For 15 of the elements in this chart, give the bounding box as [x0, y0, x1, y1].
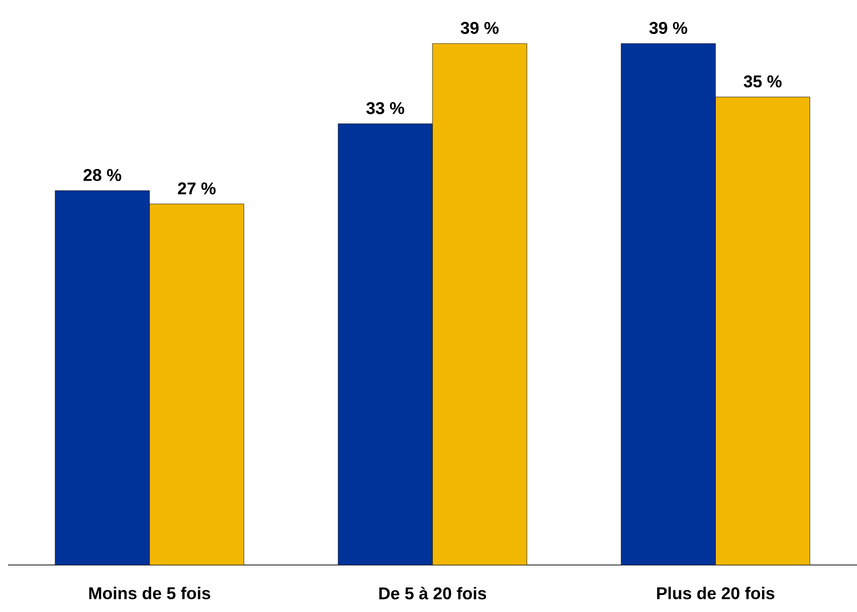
bar [715, 96, 810, 565]
x-tick-label: De 5 à 20 fois [379, 586, 486, 600]
data-label: 35 % [744, 75, 782, 88]
data-label: 28 % [84, 169, 122, 182]
data-label: 39 % [460, 22, 499, 34]
data-label: 33 % [366, 102, 404, 114]
x-tick-label: Moins de 5 fois [89, 586, 210, 600]
bar [149, 204, 244, 565]
bar [432, 43, 528, 565]
data-label: 39 % [649, 22, 688, 34]
x-tick-label: Plus de 20 fois [657, 586, 774, 600]
data-label: 27 % [178, 182, 216, 194]
bar [338, 124, 433, 565]
bar [620, 43, 716, 565]
bar [54, 190, 150, 565]
